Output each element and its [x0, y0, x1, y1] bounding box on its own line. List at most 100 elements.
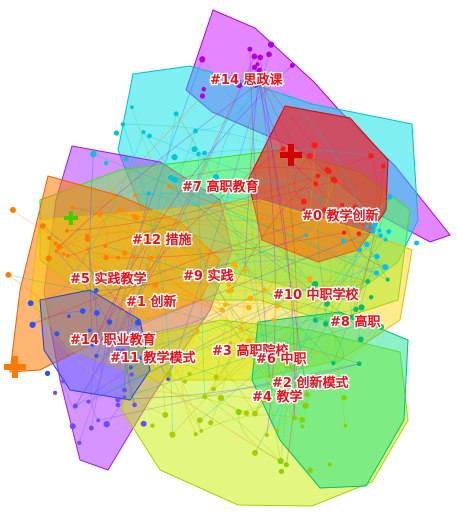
network-edge — [254, 66, 368, 227]
network-edge — [143, 131, 334, 364]
network-edge — [305, 232, 346, 406]
network-node — [247, 295, 254, 302]
network-edge — [56, 231, 151, 252]
network-edge — [149, 239, 360, 257]
network-node — [84, 235, 91, 242]
network-node — [54, 331, 60, 337]
network-edge — [174, 167, 329, 181]
network-node — [234, 264, 238, 269]
network-node — [341, 230, 347, 235]
network-edge — [127, 281, 368, 286]
network-node — [252, 449, 258, 456]
network-node — [86, 247, 91, 251]
network-edge — [204, 272, 377, 397]
network-edge — [341, 204, 386, 268]
network-node — [53, 241, 58, 246]
network-node — [357, 247, 363, 253]
network-node — [353, 323, 360, 329]
cluster-hull-2 — [121, 319, 409, 507]
network-node — [94, 332, 99, 337]
network-edge — [210, 290, 233, 423]
network-edge — [106, 232, 345, 259]
network-node — [385, 277, 390, 282]
network-node — [191, 146, 198, 153]
network-node — [147, 238, 152, 243]
network-node — [261, 396, 268, 403]
network-node — [96, 418, 101, 423]
network-node — [245, 304, 252, 311]
network-node — [370, 222, 378, 229]
network-node — [79, 308, 86, 314]
network-edge — [238, 412, 281, 462]
network-edge — [276, 226, 368, 431]
network-edge — [96, 234, 307, 291]
network-node — [96, 210, 103, 217]
network-edge — [56, 209, 122, 252]
network-node — [124, 281, 131, 288]
network-edge — [202, 58, 386, 268]
network-node — [267, 41, 275, 48]
network-node — [332, 178, 338, 184]
network-node — [341, 395, 347, 401]
network-node — [289, 63, 295, 68]
cluster-label-3: #3 高职院校 — [212, 343, 289, 359]
network-node — [150, 423, 155, 428]
network-node — [201, 86, 206, 92]
network-node — [358, 304, 365, 311]
network-edge — [280, 148, 293, 462]
network-node — [196, 417, 203, 424]
network-node — [257, 75, 263, 80]
network-edge — [231, 175, 319, 291]
network-edge — [248, 308, 357, 342]
hub-node-marker-12 — [4, 356, 26, 378]
network-node — [139, 356, 144, 360]
network-edge — [93, 153, 388, 280]
network-node — [278, 468, 285, 474]
network-node — [266, 51, 272, 58]
network-edge — [135, 192, 373, 232]
network-edge — [332, 196, 390, 364]
network-edge — [134, 195, 307, 406]
cluster-label-5: #5 实践教学 — [70, 271, 147, 287]
network-node — [307, 467, 313, 473]
cluster-label-1: #1 创新 — [126, 294, 177, 310]
network-node — [222, 302, 228, 307]
network-node — [359, 320, 364, 325]
network-edge — [249, 56, 282, 462]
network-edge — [174, 179, 367, 245]
network-node — [292, 416, 297, 421]
network-node — [103, 160, 109, 166]
network-edge — [49, 237, 223, 311]
network-node — [133, 193, 137, 198]
cluster-label-12: #12 措施 — [132, 232, 192, 248]
network-edge — [74, 56, 255, 407]
network-node — [52, 390, 58, 395]
network-node — [378, 233, 383, 238]
network-node — [262, 287, 267, 293]
network-node — [386, 229, 392, 234]
network-edge — [117, 113, 177, 405]
network-edge — [331, 266, 386, 294]
network-edge — [244, 69, 261, 271]
network-node — [349, 314, 356, 321]
network-edge — [258, 70, 276, 436]
network-node — [128, 365, 133, 370]
network-edge — [276, 249, 361, 431]
network-edge — [88, 283, 316, 403]
network-node — [300, 424, 305, 429]
network-edge — [122, 124, 284, 150]
network-node — [312, 317, 318, 323]
network-edge — [120, 209, 223, 311]
network-node — [315, 173, 321, 179]
network-edge — [97, 333, 306, 407]
network-node — [103, 255, 109, 261]
network-node — [115, 348, 121, 353]
network-edge — [97, 309, 223, 336]
network-node — [103, 420, 110, 428]
network-edge — [175, 113, 232, 291]
network-edge — [127, 284, 249, 342]
network-node — [132, 402, 137, 408]
network-node — [199, 93, 206, 99]
network-node — [166, 184, 172, 189]
